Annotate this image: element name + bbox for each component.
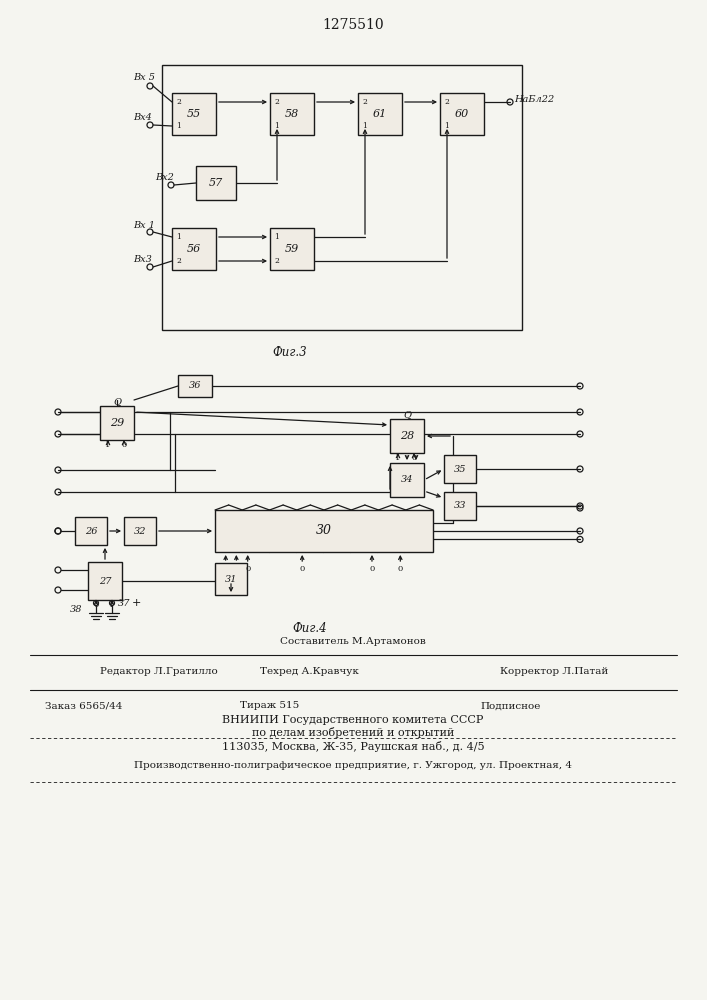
Text: 56: 56: [187, 244, 201, 254]
Text: 26: 26: [85, 526, 98, 536]
Bar: [215, 563, 247, 595]
Text: +: +: [132, 598, 141, 608]
Bar: [88, 562, 122, 600]
Text: 61: 61: [373, 109, 387, 119]
Bar: [270, 93, 314, 135]
Text: 35: 35: [454, 464, 466, 474]
Bar: [178, 375, 212, 397]
Text: 36: 36: [189, 381, 201, 390]
Text: Заказ 6565/44: Заказ 6565/44: [45, 702, 122, 710]
Bar: [444, 492, 476, 520]
Text: 2: 2: [274, 98, 279, 106]
Text: Корректор Л.Патай: Корректор Л.Патай: [500, 668, 608, 676]
Text: 28: 28: [400, 431, 414, 441]
Text: Фиг.3: Фиг.3: [273, 346, 308, 359]
Text: 58: 58: [285, 109, 299, 119]
Bar: [124, 517, 156, 545]
Text: 1: 1: [274, 233, 279, 241]
Text: 2: 2: [445, 98, 450, 106]
Text: Вх3: Вх3: [133, 255, 152, 264]
Text: Тираж 515: Тираж 515: [240, 702, 299, 710]
Bar: [440, 93, 484, 135]
Text: 0: 0: [122, 441, 127, 449]
Text: 1: 1: [110, 601, 115, 609]
Bar: [390, 419, 424, 453]
Text: Производственно-полиграфическое предприятие, г. Ужгород, ул. Проектная, 4: Производственно-полиграфическое предприя…: [134, 760, 572, 770]
Bar: [444, 455, 476, 483]
Text: 1: 1: [177, 122, 182, 130]
Text: Q: Q: [403, 410, 411, 420]
Text: 27: 27: [99, 576, 111, 585]
Text: 55: 55: [187, 109, 201, 119]
Text: 2: 2: [274, 257, 279, 265]
Text: Вх2: Вх2: [155, 174, 174, 182]
Text: 32: 32: [134, 526, 146, 536]
Bar: [172, 228, 216, 270]
Text: Вх 1: Вх 1: [133, 221, 155, 230]
Text: 1275510: 1275510: [322, 18, 384, 32]
Bar: [390, 463, 424, 497]
Text: 57: 57: [209, 178, 223, 188]
Text: 2: 2: [177, 257, 182, 265]
Text: 0: 0: [300, 565, 305, 573]
Bar: [215, 510, 433, 552]
Bar: [75, 517, 107, 545]
Text: 113035, Москва, Ж-35, Раушская наб., д. 4/5: 113035, Москва, Ж-35, Раушская наб., д. …: [222, 740, 484, 752]
Text: 1: 1: [395, 454, 401, 462]
Text: Фиг.4: Фиг.4: [293, 621, 327, 635]
Text: 1: 1: [177, 233, 182, 241]
Text: НаБл22: НаБл22: [514, 96, 554, 104]
Text: Подписное: Подписное: [480, 702, 540, 710]
Text: 1: 1: [363, 122, 368, 130]
Text: 38: 38: [70, 605, 82, 614]
Text: 31: 31: [225, 574, 238, 584]
Bar: [162, 65, 522, 330]
Text: 34: 34: [401, 476, 414, 485]
Text: 0: 0: [93, 601, 98, 609]
Text: 1: 1: [445, 122, 450, 130]
Text: 0: 0: [369, 565, 375, 573]
Text: Вх4: Вх4: [133, 113, 152, 122]
Text: 1: 1: [274, 122, 279, 130]
Text: 2: 2: [363, 98, 368, 106]
Text: 0: 0: [245, 565, 250, 573]
Text: 33: 33: [454, 502, 466, 510]
Text: Техред А.Кравчук: Техред А.Кравчук: [260, 668, 359, 676]
Bar: [172, 93, 216, 135]
Text: 2: 2: [177, 98, 182, 106]
Text: 29: 29: [110, 418, 124, 428]
Text: 0: 0: [411, 454, 416, 462]
Text: Редактор Л.Гратилло: Редактор Л.Гратилло: [100, 668, 218, 676]
Text: 1: 1: [105, 441, 111, 449]
Text: 60: 60: [455, 109, 469, 119]
Text: 30: 30: [316, 524, 332, 538]
Text: Составитель М.Артамонов: Составитель М.Артамонов: [280, 638, 426, 647]
Text: Вх 5: Вх 5: [133, 74, 155, 83]
Text: по делам изобретений и открытий: по делам изобретений и открытий: [252, 728, 454, 738]
Text: 37: 37: [118, 599, 130, 608]
Text: 0: 0: [397, 565, 403, 573]
Text: ВНИИПИ Государственного комитета СССР: ВНИИПИ Государственного комитета СССР: [222, 715, 484, 725]
Text: Q: Q: [113, 397, 121, 406]
Bar: [270, 228, 314, 270]
Bar: [358, 93, 402, 135]
Text: 59: 59: [285, 244, 299, 254]
Bar: [100, 406, 134, 440]
Bar: [196, 166, 236, 200]
